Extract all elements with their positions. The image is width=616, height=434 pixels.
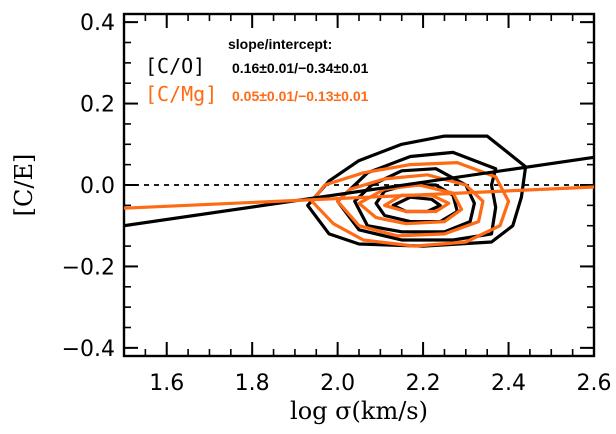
y-tick-label: 0.4 [80, 11, 115, 36]
legend: slope/intercept: [C/O] 0.16±0.01/−0.34±0… [145, 36, 369, 106]
fit-line-group [123, 155, 595, 228]
c-o-contour-1 [336, 150, 498, 242]
x-tick-label: 2.6 [577, 371, 612, 396]
x-tick-label: 1.8 [235, 371, 270, 396]
c-mg-contour-1 [336, 173, 485, 238]
c-o-fit-line [123, 155, 595, 228]
y-axis-title: [C/E] [10, 154, 38, 217]
c-o-contour-2 [353, 167, 476, 234]
axis-tick-labels: 1.6 1.8 2.0 2.2 2.4 2.6 0.4 0.2 0.0 −0.2 −0.4 [62, 11, 612, 396]
x-tick-label: 2.2 [406, 371, 441, 396]
legend-label-c-mg: [C/Mg] [145, 82, 217, 106]
axis-ticks [123, 14, 595, 356]
x-tick-label: 2.4 [491, 371, 526, 396]
legend-values-c-o: 0.16±0.01/−0.34±0.01 [232, 60, 369, 76]
y-tick-label: 0.0 [80, 174, 115, 199]
x-tick-label: 1.6 [149, 371, 184, 396]
legend-label-c-o: [C/O] [145, 54, 205, 78]
c-mg-fit-line [123, 185, 595, 210]
legend-header: slope/intercept: [228, 36, 332, 52]
legend-values-c-mg: 0.05±0.01/−0.13±0.01 [232, 88, 369, 104]
x-axis-title: log σ(km/s) [290, 397, 428, 425]
y-tick-label: −0.4 [62, 337, 115, 362]
y-tick-label: 0.2 [80, 93, 115, 118]
c-o-contour-0 [306, 134, 528, 248]
contour-group [306, 134, 528, 248]
x-tick-label: 2.0 [320, 371, 355, 396]
c-mg-contour-0 [310, 161, 511, 248]
y-tick-label: −0.2 [62, 255, 115, 280]
